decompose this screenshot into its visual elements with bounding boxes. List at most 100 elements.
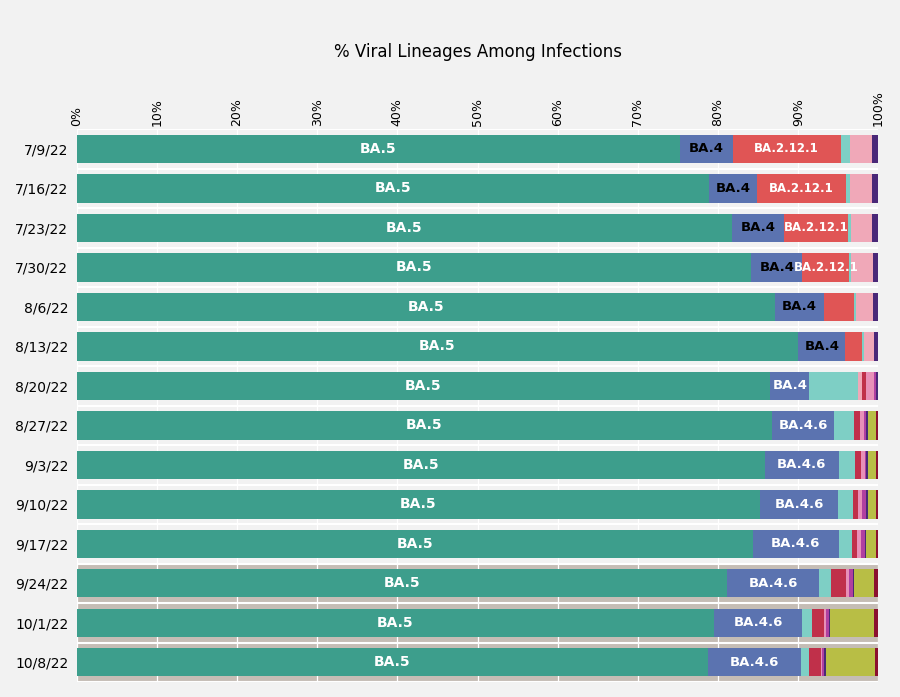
Text: BA.5: BA.5 — [400, 497, 436, 512]
Text: BA.4.6: BA.4.6 — [778, 459, 826, 471]
Bar — [831, 608, 875, 637]
Bar — [872, 213, 878, 242]
Bar — [812, 608, 824, 637]
Bar — [846, 174, 850, 203]
Bar — [866, 411, 868, 440]
Bar — [76, 372, 770, 400]
Bar — [68, 563, 886, 603]
Text: BA.5: BA.5 — [377, 615, 414, 630]
Bar — [708, 174, 758, 203]
Bar — [846, 569, 849, 597]
Bar — [76, 213, 732, 242]
Bar — [862, 490, 867, 519]
Bar — [76, 530, 752, 558]
Bar — [752, 530, 839, 558]
Bar — [727, 569, 819, 597]
Bar — [803, 253, 850, 282]
Bar — [765, 450, 839, 479]
Text: BA.5: BA.5 — [396, 537, 433, 551]
Bar — [825, 648, 876, 677]
Bar — [76, 608, 714, 637]
Text: BA.4: BA.4 — [688, 142, 724, 155]
Bar — [875, 569, 878, 597]
Bar — [862, 372, 867, 400]
Text: BA.5: BA.5 — [402, 458, 439, 472]
Text: BA.4: BA.4 — [741, 222, 775, 234]
Text: BA.2.12.1: BA.2.12.1 — [784, 222, 849, 234]
Text: BA.5: BA.5 — [374, 655, 411, 669]
Bar — [876, 530, 878, 558]
Bar — [875, 372, 876, 400]
Bar — [849, 213, 850, 242]
Bar — [860, 411, 864, 440]
Bar — [76, 490, 760, 519]
Bar — [864, 411, 866, 440]
Text: BA.4: BA.4 — [782, 300, 817, 314]
Bar — [853, 569, 854, 597]
Bar — [76, 411, 771, 440]
Bar — [858, 372, 862, 400]
Bar — [798, 332, 845, 360]
Text: BA.4.6: BA.4.6 — [748, 577, 797, 590]
Bar — [876, 450, 878, 479]
Bar — [839, 450, 855, 479]
Bar — [76, 293, 775, 321]
Bar — [708, 648, 801, 677]
Bar — [823, 648, 824, 677]
Bar — [852, 530, 857, 558]
Bar — [839, 490, 853, 519]
Text: BA.5: BA.5 — [419, 339, 455, 353]
Bar — [876, 648, 878, 677]
Bar — [850, 213, 872, 242]
Bar — [771, 411, 834, 440]
Bar — [839, 530, 852, 558]
Bar — [872, 253, 878, 282]
Bar — [861, 530, 865, 558]
Bar — [875, 608, 878, 637]
Bar — [872, 135, 878, 163]
Bar — [824, 648, 825, 677]
Bar — [867, 372, 875, 400]
Text: BA.4: BA.4 — [716, 182, 751, 195]
Text: BA.4.6: BA.4.6 — [771, 537, 821, 550]
Bar — [826, 608, 829, 637]
Bar — [865, 450, 867, 479]
Bar — [850, 253, 851, 282]
Text: BA.4.6: BA.4.6 — [734, 616, 783, 629]
Bar — [857, 530, 861, 558]
Bar — [841, 135, 850, 163]
Bar — [76, 174, 708, 203]
Bar — [868, 490, 876, 519]
Bar — [819, 569, 831, 597]
Bar — [854, 569, 875, 597]
Bar — [867, 530, 876, 558]
Bar — [809, 372, 858, 400]
Bar — [855, 450, 861, 479]
Bar — [784, 213, 849, 242]
Bar — [76, 332, 798, 360]
Bar — [802, 608, 812, 637]
Text: BA.5: BA.5 — [408, 300, 444, 314]
Bar — [760, 490, 839, 519]
Text: BA.5: BA.5 — [405, 378, 442, 393]
Bar — [850, 135, 872, 163]
Bar — [732, 213, 784, 242]
Bar — [867, 490, 868, 519]
Bar — [801, 648, 809, 677]
Bar — [76, 569, 727, 597]
Bar — [851, 253, 872, 282]
Bar — [845, 332, 862, 360]
Text: BA.2.12.1: BA.2.12.1 — [754, 142, 819, 155]
Text: BA.4.6: BA.4.6 — [730, 656, 779, 668]
Bar — [876, 490, 878, 519]
Bar — [864, 332, 874, 360]
Bar — [876, 372, 878, 400]
Bar — [758, 174, 846, 203]
Bar — [733, 135, 841, 163]
Bar — [714, 608, 802, 637]
Bar — [76, 450, 765, 479]
Bar — [861, 450, 865, 479]
Text: BA.4.6: BA.4.6 — [774, 498, 824, 511]
Bar — [680, 135, 733, 163]
Bar — [775, 293, 824, 321]
